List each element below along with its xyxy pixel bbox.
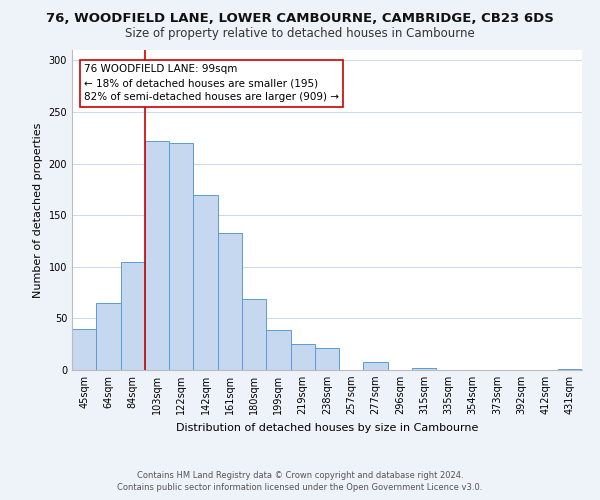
Text: Size of property relative to detached houses in Cambourne: Size of property relative to detached ho…	[125, 28, 475, 40]
Bar	[96, 303, 121, 370]
Bar	[315, 348, 339, 370]
Text: 76, WOODFIELD LANE, LOWER CAMBOURNE, CAMBRIDGE, CB23 6DS: 76, WOODFIELD LANE, LOWER CAMBOURNE, CAM…	[46, 12, 554, 26]
Bar	[290, 344, 315, 370]
X-axis label: Distribution of detached houses by size in Cambourne: Distribution of detached houses by size …	[176, 422, 478, 432]
Bar	[72, 328, 96, 370]
Text: 76 WOODFIELD LANE: 99sqm
← 18% of detached houses are smaller (195)
82% of semi-: 76 WOODFIELD LANE: 99sqm ← 18% of detach…	[84, 64, 339, 102]
Text: Contains HM Land Registry data © Crown copyright and database right 2024.
Contai: Contains HM Land Registry data © Crown c…	[118, 471, 482, 492]
Bar	[169, 143, 193, 370]
Bar	[266, 330, 290, 370]
Bar	[242, 299, 266, 370]
Bar	[145, 141, 169, 370]
Bar	[412, 368, 436, 370]
Bar	[121, 262, 145, 370]
Bar	[364, 362, 388, 370]
Bar	[193, 194, 218, 370]
Bar	[558, 369, 582, 370]
Bar	[218, 232, 242, 370]
Y-axis label: Number of detached properties: Number of detached properties	[33, 122, 43, 298]
